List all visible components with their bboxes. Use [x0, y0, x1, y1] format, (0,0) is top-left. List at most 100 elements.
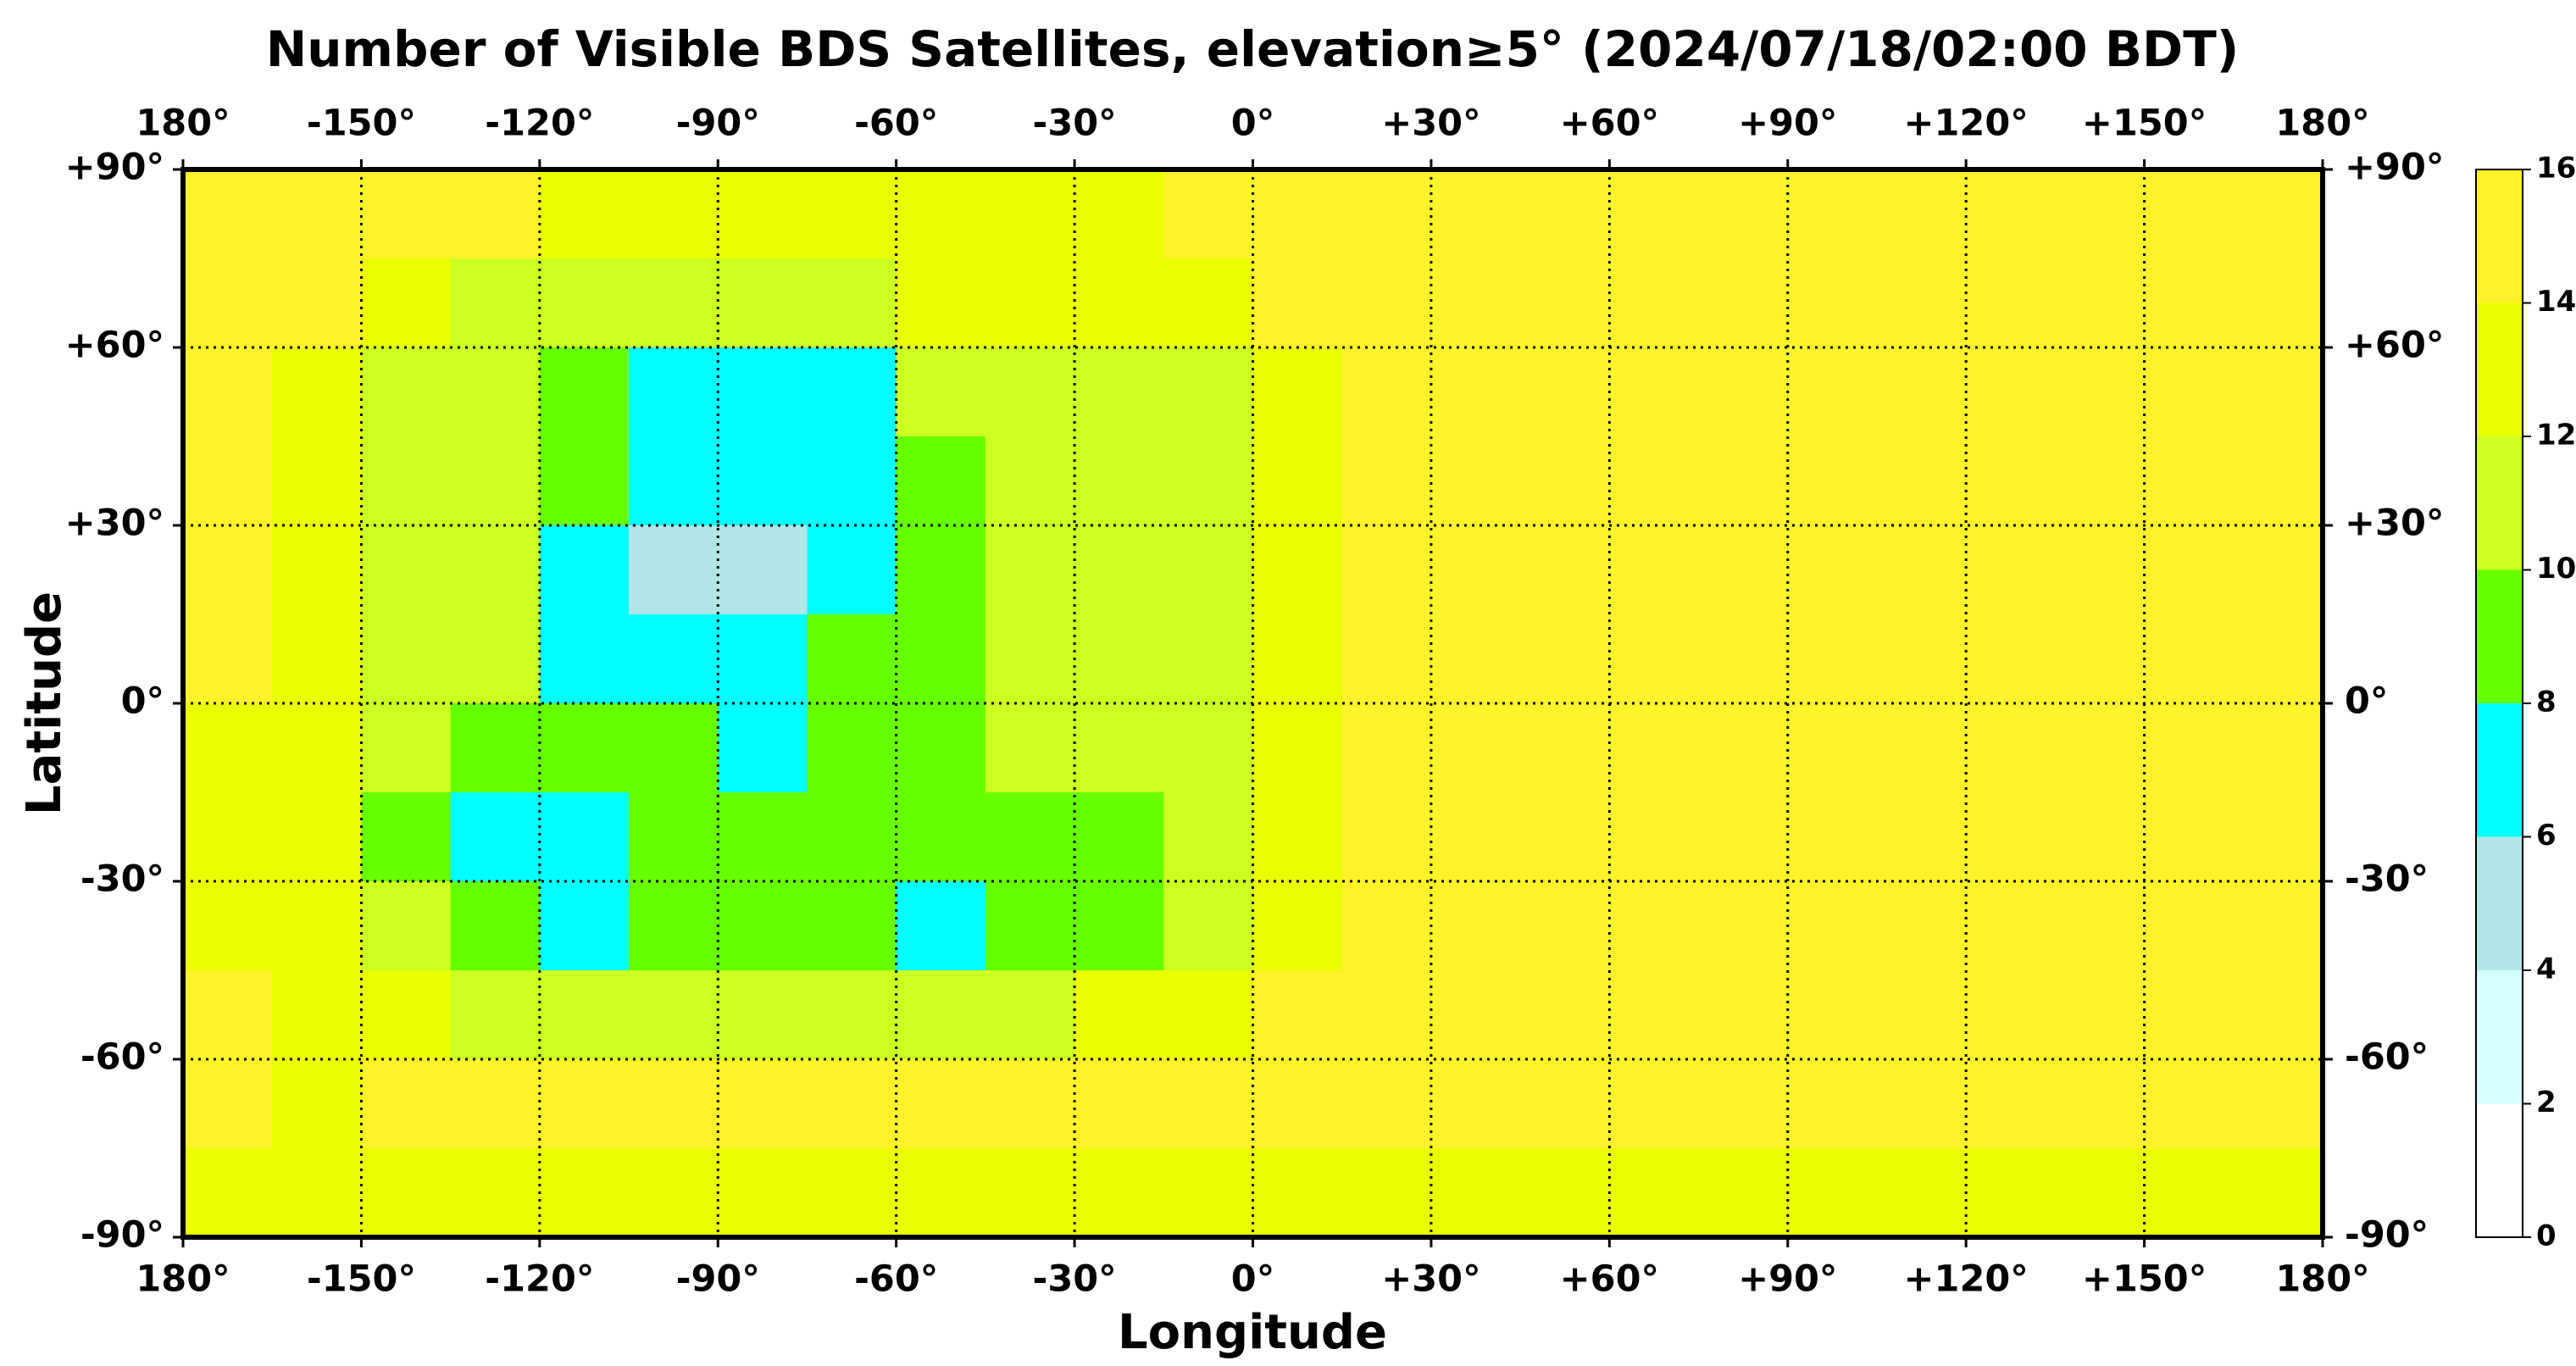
heatmap-cell — [361, 1148, 452, 1238]
heatmap-cell — [2055, 525, 2146, 615]
heatmap-cell — [985, 614, 1075, 704]
heatmap-cell — [1787, 792, 1878, 882]
colorbar-tick-label: 0 — [2536, 1219, 2557, 1253]
heatmap-cell — [272, 1059, 362, 1149]
heatmap-cell — [1698, 1148, 1789, 1238]
heatmap-cell — [1876, 169, 1967, 259]
y-tick-label: -60° — [80, 1036, 164, 1079]
heatmap-cell — [539, 614, 630, 704]
heatmap-cell — [1609, 792, 1700, 882]
heatmap-cell — [1341, 703, 1432, 793]
heatmap-cell — [1163, 970, 1253, 1060]
x-tick-label-top: +60° — [1560, 103, 1659, 145]
x-tick-label-top: -120° — [485, 103, 594, 145]
heatmap-cell — [985, 792, 1075, 882]
heatmap-cell — [718, 525, 808, 615]
heatmap-cell — [896, 881, 986, 971]
heatmap-cell — [1074, 970, 1164, 1060]
x-tick-label-top: -30° — [1032, 103, 1116, 145]
heatmap-cell — [1074, 436, 1164, 526]
heatmap-cell — [2055, 881, 2146, 971]
heatmap-cell — [985, 436, 1075, 526]
y-tick-label-right: +60° — [2345, 325, 2444, 367]
heatmap-cell — [1966, 525, 2056, 615]
heatmap-cell — [1609, 258, 1700, 348]
heatmap-cell — [1609, 1148, 1700, 1238]
heatmap-cell — [1698, 436, 1789, 526]
heatmap-cell — [896, 1059, 986, 1149]
y-tick-label-right: -30° — [2345, 858, 2429, 901]
heatmap-cell — [2144, 703, 2235, 793]
heatmap-cell — [1341, 792, 1432, 882]
x-tick-label: -30° — [1032, 1258, 1116, 1301]
y-tick-label: -90° — [80, 1214, 164, 1257]
heatmap-cell — [1609, 614, 1700, 704]
colorbar-tick-label: 8 — [2536, 686, 2557, 719]
heatmap-cell — [2055, 703, 2146, 793]
heatmap-cell — [1430, 614, 1521, 704]
heatmap-cell — [1876, 881, 1967, 971]
heatmap-cell — [1609, 169, 1700, 259]
heatmap-cell — [1698, 347, 1789, 437]
heatmap-cell — [1430, 1059, 1521, 1149]
colorbar: 0 2 4 6 8 10 12 14 16 — [2475, 152, 2576, 1253]
heatmap-cell — [896, 792, 986, 882]
heatmap-cell — [1074, 792, 1164, 882]
colorbar-segment — [2476, 970, 2523, 1104]
heatmap-cell — [539, 970, 630, 1060]
colorbar-segment — [2476, 569, 2523, 703]
heatmap-cell — [629, 525, 719, 615]
heatmap-cell — [539, 525, 630, 615]
heatmap-cell — [2144, 436, 2235, 526]
heatmap-cell — [2055, 347, 2146, 437]
heatmap-cell — [1966, 258, 2056, 348]
heatmap-cell — [1787, 169, 1878, 259]
x-tick-label: 180° — [2275, 1258, 2369, 1301]
x-tick-label: +150° — [2082, 1258, 2207, 1301]
heatmap-cell — [1609, 703, 1700, 793]
heatmap-cell — [1520, 703, 1610, 793]
x-tick-label: 180° — [136, 1258, 230, 1301]
heatmap-cell — [539, 1059, 630, 1149]
colorbar-tick-label: 12 — [2536, 419, 2576, 453]
heatmap-cell — [2055, 258, 2146, 348]
heatmap-cell — [183, 970, 273, 1060]
heatmap-cell — [1698, 1059, 1789, 1149]
heatmap-cell — [272, 436, 362, 526]
heatmap-cell — [1163, 347, 1253, 437]
heatmap-cell — [2233, 347, 2323, 437]
heatmap-cell — [539, 436, 630, 526]
heatmap-cell — [1163, 792, 1253, 882]
heatmap-cell — [1876, 1059, 1967, 1149]
heatmap-cell — [985, 169, 1075, 259]
heatmap-cell — [1163, 614, 1253, 704]
heatmap-cell — [450, 347, 541, 437]
heatmap-cell — [2144, 258, 2235, 348]
heatmap-cell — [361, 703, 452, 793]
y-tick-label-right: -90° — [2345, 1214, 2429, 1257]
heatmap-cell — [807, 1148, 897, 1238]
heatmap-cell — [807, 1059, 897, 1149]
x-tick-label: -150° — [307, 1258, 416, 1301]
heatmap-cell — [1430, 792, 1521, 882]
heatmap-cell — [1787, 1059, 1878, 1149]
heatmap-cell — [1876, 970, 1967, 1060]
heatmap-cell — [2055, 614, 2146, 704]
heatmap-cell — [272, 703, 362, 793]
heatmap-cell — [1876, 258, 1967, 348]
colorbar-segment — [2476, 836, 2523, 970]
heatmap-cell — [2144, 1148, 2235, 1238]
heatmap-cell — [896, 258, 986, 348]
heatmap-cell — [896, 614, 986, 704]
heatmap-cell — [718, 169, 808, 259]
heatmap-cell — [361, 1059, 452, 1149]
heatmap-cell — [1341, 347, 1432, 437]
heatmap-cell — [539, 347, 630, 437]
heatmap-cell — [361, 436, 452, 526]
heatmap-cell — [1430, 970, 1521, 1060]
heatmap-cell — [1252, 881, 1343, 971]
heatmap-cell — [1252, 1059, 1343, 1149]
heatmap-cell — [985, 258, 1075, 348]
heatmap-cell — [1698, 169, 1789, 259]
